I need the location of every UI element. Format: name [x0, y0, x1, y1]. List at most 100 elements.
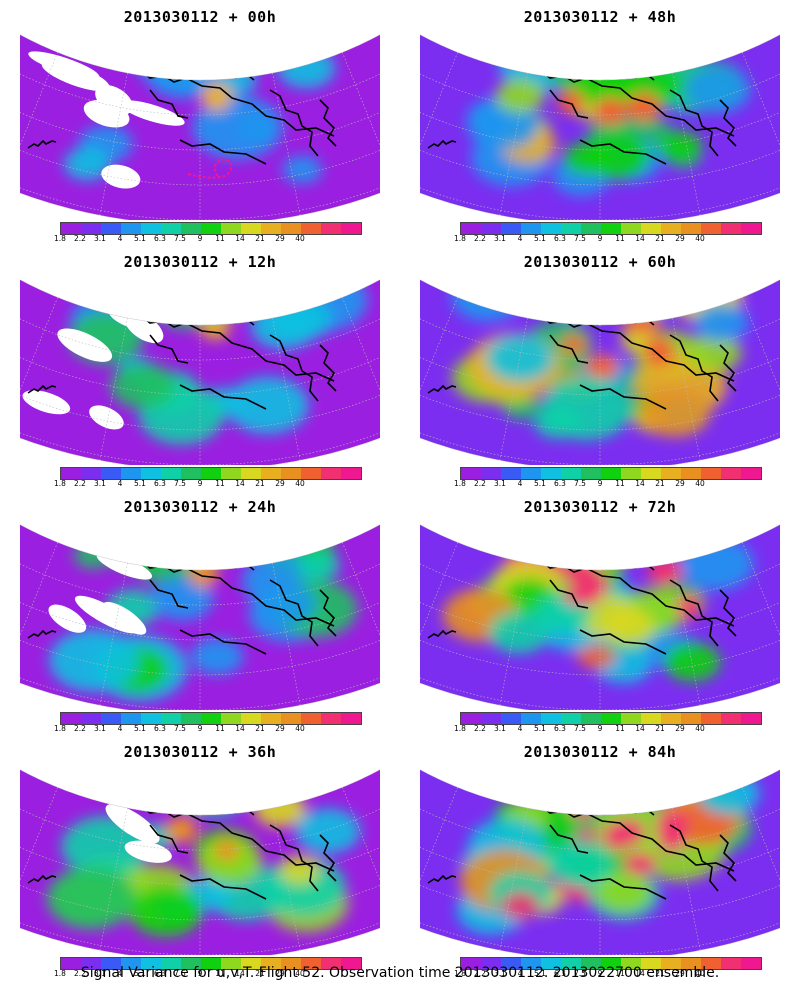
colorbar-swatch	[161, 468, 181, 479]
colorbar-tick-label: 1.8	[454, 234, 466, 243]
parallel-line	[420, 537, 780, 606]
colorbar-tick-label: 5.1	[134, 969, 146, 978]
colorbar-tick-label: 11	[215, 724, 225, 733]
colorbar-tick-label: 2.2	[474, 234, 486, 243]
masked-region	[124, 840, 172, 863]
colorbar-swatch	[701, 713, 721, 724]
colorbar-tick-label: 4	[517, 234, 523, 243]
variance-blob	[254, 790, 306, 827]
colorbar-swatch	[141, 468, 161, 479]
flight-track	[187, 158, 233, 179]
colorbar-swatch	[461, 223, 481, 234]
colorbar-swatch	[181, 223, 201, 234]
colorbar-tick-label: 6.3	[154, 969, 166, 978]
colorbar-swatch	[101, 468, 121, 479]
colorbar-labels: 1.8 2.2 3.1 4 5.1 6.3 7.5 9 11 14 21 29 40	[52, 724, 368, 735]
variance-blob	[501, 892, 540, 920]
colorbar-labels: 1.8 2.2 3.1 4 5.1 6.3 7.5 9 11 14 21 29 40	[452, 724, 768, 735]
variance-blob	[622, 282, 674, 319]
colorbar-swatch	[81, 223, 101, 234]
variance-blob	[694, 303, 749, 342]
coastline	[579, 629, 667, 655]
map-panel: 2013030112 + 12h 1.8 2.2 3.1 4 5.1 6.3 7.5 9 11 14…	[0, 245, 400, 490]
map-panel: 2013030112 + 48h 1.8 2.2 3.1 4 5.1 6.3 7.5 9 11 14…	[400, 0, 800, 245]
colorbar-swatch	[501, 713, 521, 724]
coastline	[27, 384, 57, 394]
colorbar-swatch	[561, 713, 581, 724]
colorbar-swatch	[601, 468, 621, 479]
map-panel: 2013030112 + 36h 1.8 2.2 3.1 4 5.1 6.3 7.5 9 11 14…	[0, 735, 400, 980]
colorbar-labels: 1.8 2.2 3.1 4 5.1 6.3 7.5 9 11 14 21 29 40	[52, 479, 368, 490]
parallel-line	[420, 812, 780, 886]
colorbar-swatch	[221, 958, 241, 969]
colorbar-tick-label: 5.1	[534, 724, 546, 733]
colorbar-swatch	[541, 713, 561, 724]
colorbar-swatch	[241, 958, 261, 969]
colorbar-swatch	[201, 223, 221, 234]
panel-title: 2013030112 + 00h	[123, 8, 277, 26]
colorbar-swatch	[321, 468, 341, 479]
colorbar-swatch	[701, 958, 721, 969]
variance-blob	[495, 78, 545, 114]
colorbar-swatch	[241, 223, 261, 234]
colorbar-swatch	[621, 223, 641, 234]
colorbar-swatch	[101, 713, 121, 724]
colorbar-tick-label: 14	[635, 724, 645, 733]
map-panel: 2013030112 + 24h 1.8 2.2 3.1 4 5.1 6.3 7.5 9 11 14…	[0, 490, 400, 735]
colorbar-swatch	[461, 713, 481, 724]
colorbar	[460, 222, 762, 235]
coastline	[427, 139, 457, 149]
colorbar-tick-label: 21	[655, 234, 665, 243]
parallel-line	[420, 292, 780, 361]
colorbar-tick-label: 6.3	[554, 234, 566, 243]
colorbar-tick-label: 4	[117, 234, 123, 243]
colorbar-tick-label: 29	[675, 969, 685, 978]
colorbar-swatch	[241, 713, 261, 724]
masked-region	[102, 601, 147, 635]
coastline	[319, 99, 337, 147]
map-boundary	[20, 524, 380, 710]
colorbar-tick-label: 2.2	[74, 724, 86, 733]
colorbar-tick-label: 14	[235, 234, 245, 243]
colorbar-tick-label: 2.2	[74, 969, 86, 978]
variance-peak	[201, 83, 232, 111]
coastline	[649, 283, 699, 298]
coastline	[579, 874, 667, 900]
variance-blob	[485, 334, 554, 382]
colorbar-tick-label: 9	[597, 479, 603, 488]
variance-map	[420, 30, 780, 220]
variance-blob	[110, 363, 176, 409]
variance-blob	[174, 765, 252, 816]
colorbar-tick-label: 14	[235, 724, 245, 733]
colorbar-tick-label: 3.1	[494, 724, 506, 733]
colorbar-swatch	[521, 468, 541, 479]
colorbar-swatch	[141, 958, 161, 969]
variance-peak	[586, 354, 619, 379]
coastline	[719, 99, 737, 147]
colorbar-tick-label: 5.1	[534, 969, 546, 978]
colorbar-swatch	[341, 468, 361, 479]
coastline	[149, 334, 189, 364]
colorbar-swatch	[321, 223, 341, 234]
colorbar-tick-label: 40	[295, 724, 305, 733]
parallel-line	[420, 47, 780, 116]
colorbar-tick-label: 14	[235, 479, 245, 488]
colorbar-tick-label: 14	[635, 479, 645, 488]
colorbar-tick-label: 7.5	[174, 969, 186, 978]
colorbar-labels: 1.8 2.2 3.1 4 5.1 6.3 7.5 9 11 14 21 29 40	[452, 479, 768, 490]
variance-peak	[623, 313, 661, 334]
colorbar-swatch	[661, 468, 681, 479]
coastline	[209, 284, 255, 326]
colorbar-tick-label: 40	[295, 969, 305, 978]
variance-map	[420, 520, 780, 710]
map-panel: 2013030112 + 00h 1.8 2.2 3.1 4 5.1 6.3 7.5 9 11 14…	[0, 0, 400, 245]
masked-region	[105, 803, 160, 844]
colorbar-tick-label: 40	[695, 969, 705, 978]
variance-peak	[623, 853, 657, 875]
variance-map	[20, 30, 380, 220]
colorbar-tick-label: 6.3	[554, 724, 566, 733]
panel-title: 2013030112 + 36h	[123, 743, 277, 761]
variance-blob	[151, 577, 214, 621]
colorbar-swatch	[261, 713, 281, 724]
colorbar-swatch	[341, 958, 361, 969]
